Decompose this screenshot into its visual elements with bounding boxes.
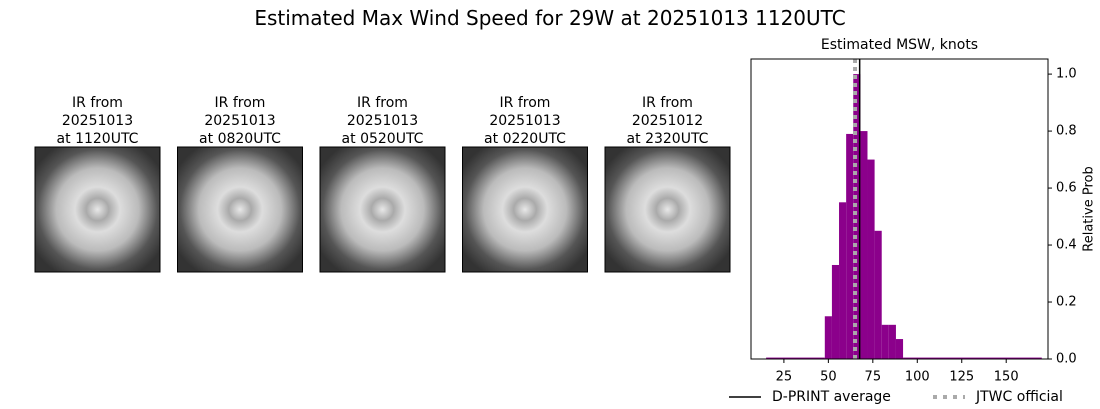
panel-title: at 2320UTC: [627, 131, 709, 147]
y-tick-label: 0.2: [1056, 295, 1077, 310]
panel-title: at 0520UTC: [342, 131, 424, 147]
bar: [888, 324, 896, 359]
bar: [824, 316, 832, 359]
axes-frame: [750, 58, 1049, 360]
ir-image: [462, 146, 588, 273]
x-tick-label: 50: [820, 370, 837, 385]
bar: [831, 264, 840, 359]
panel-title: 20251013: [489, 113, 560, 129]
bar: [903, 357, 1042, 359]
bar: [853, 74, 861, 359]
bar: [874, 230, 882, 359]
y-axis-label: Relative Prob: [1082, 166, 1097, 251]
x-tick-label: 100: [905, 370, 930, 385]
bar: [867, 159, 875, 359]
y-tick-label: 0.6: [1056, 181, 1077, 196]
legend-label: D-PRINT average: [772, 389, 891, 405]
bar: [881, 324, 889, 359]
bar: [895, 339, 904, 359]
bar: [839, 202, 847, 359]
bar: [846, 133, 854, 359]
panel-title: 20251013: [204, 113, 275, 129]
y-tick-label: 1.0: [1056, 67, 1077, 82]
bar: [860, 131, 868, 359]
x-tick-label: 25: [776, 370, 793, 385]
y-tick-label: 0.0: [1056, 352, 1077, 367]
x-tick-label: 75: [865, 370, 882, 385]
x-tick-label: 150: [994, 370, 1019, 385]
ir-image: [177, 146, 303, 273]
x-tick-label: 125: [949, 370, 974, 385]
panel-title: 20251013: [347, 113, 418, 129]
y-tick-label: 0.8: [1056, 124, 1077, 139]
bar: [766, 357, 825, 359]
panel-title: 20251012: [632, 113, 703, 129]
axes-title: Estimated MSW, knots: [821, 37, 978, 53]
y-tick-label: 0.4: [1056, 238, 1077, 253]
panel-title: 20251013: [62, 113, 133, 129]
panel-title: IR from: [500, 95, 551, 111]
panel-title: IR from: [72, 95, 123, 111]
ir-image: [604, 146, 731, 273]
panel-title: at 1120UTC: [57, 131, 139, 147]
ir-image: [319, 146, 446, 273]
panel-title: IR from: [357, 95, 408, 111]
panel-title: at 0820UTC: [199, 131, 281, 147]
figure-title: Estimated Max Wind Speed for 29W at 2025…: [254, 6, 845, 30]
panel-title: at 0220UTC: [484, 131, 566, 147]
panel-title: IR from: [642, 95, 693, 111]
panel-title: IR from: [215, 95, 266, 111]
legend-label: JTWC official: [975, 389, 1063, 405]
ir-image: [34, 146, 161, 273]
